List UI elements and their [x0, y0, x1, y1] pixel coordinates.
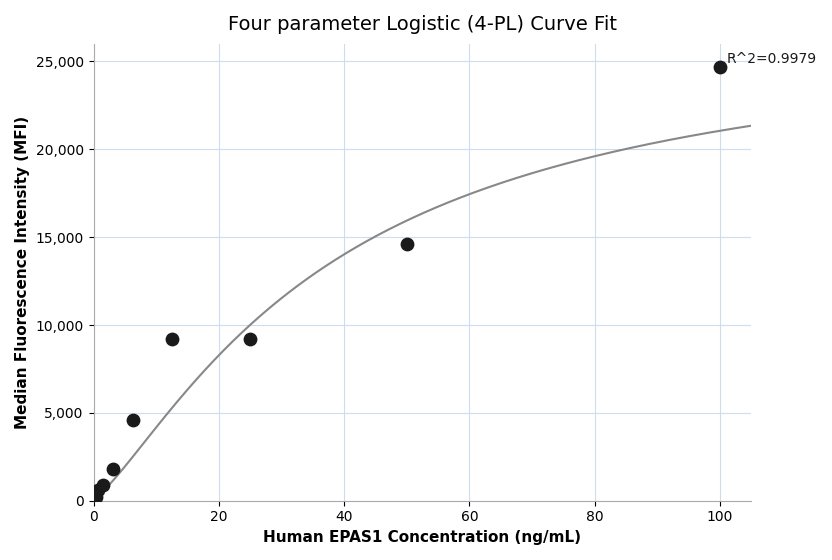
X-axis label: Human EPAS1 Concentration (ng/mL): Human EPAS1 Concentration (ng/mL) — [264, 530, 582, 545]
Point — [166, 334, 179, 343]
Point — [714, 62, 727, 71]
Text: R^2=0.9979: R^2=0.9979 — [726, 52, 816, 66]
Y-axis label: Median Fluorescence Intensity (MFI): Median Fluorescence Intensity (MFI) — [15, 116, 30, 429]
Point — [126, 416, 139, 424]
Point — [97, 480, 110, 489]
Point — [244, 334, 257, 343]
Point — [106, 465, 120, 474]
Point — [400, 240, 414, 249]
Point — [92, 486, 105, 494]
Title: Four parameter Logistic (4-PL) Curve Fit: Four parameter Logistic (4-PL) Curve Fit — [228, 15, 617, 34]
Point — [89, 493, 102, 502]
